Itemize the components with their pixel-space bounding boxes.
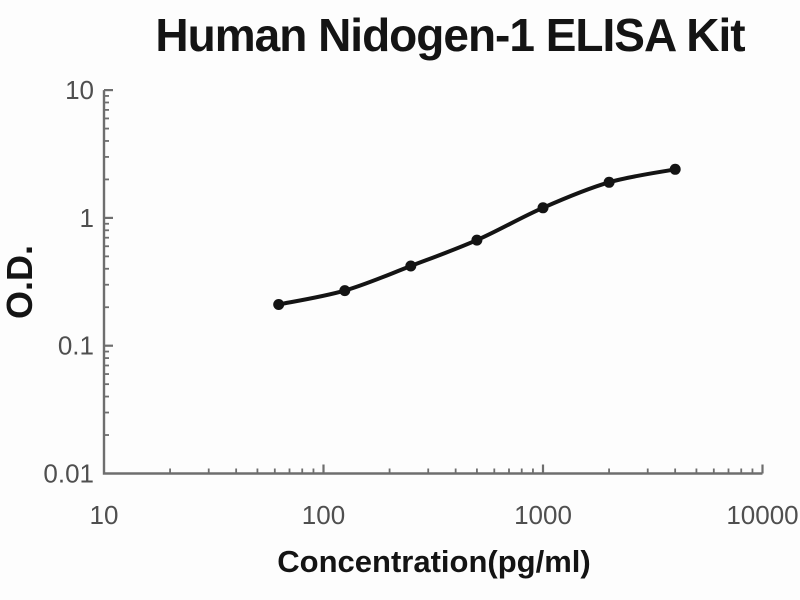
x-axis-tick-label: 1000 [514,500,572,530]
x-axis-tick-label: 100 [302,500,345,530]
x-axis-tick-label: 10 [90,500,119,530]
y-axis-tick-label: 10 [65,75,94,105]
data-point-marker [339,285,351,297]
plot-axes [102,90,763,475]
data-point-marker [603,176,615,188]
y-axis-tick-label: 0.01 [43,459,94,489]
chart-title: Human Nidogen-1 ELISA Kit [155,9,745,61]
data-point-marker [273,299,285,310]
x-axis-tick-label: 10000 [726,500,798,530]
y-axis-tick-label: 1 [80,203,94,233]
data-point-marker [537,202,549,214]
data-point-marker [669,163,681,175]
y-axis-tick-label: 0.1 [58,331,94,361]
x-axis-title: Concentration(pg/ml) [277,544,591,579]
data-point-marker [405,260,417,272]
data-point-marker [471,234,483,246]
